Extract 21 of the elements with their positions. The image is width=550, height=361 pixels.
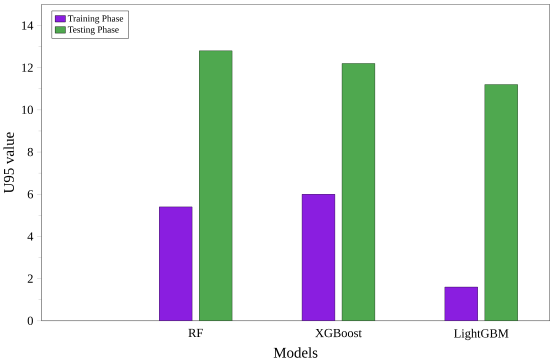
- y-tick-label: 8: [28, 148, 33, 156]
- y-axis-title: U95 value: [3, 132, 14, 194]
- bar: [342, 63, 376, 321]
- y-tick-label: 4: [27, 232, 34, 240]
- legend-label: Testing Phase: [68, 26, 119, 35]
- x-tick-label: XGBoost: [315, 328, 362, 338]
- bar: [444, 286, 478, 321]
- y-tick-label: 2: [28, 274, 33, 283]
- bar: [484, 84, 518, 321]
- bar: [159, 206, 192, 321]
- x-tick-label: LightGBM: [454, 328, 508, 340]
- bar: [302, 194, 336, 321]
- x-tick-label: RF: [188, 328, 203, 337]
- y-tick-label: 10: [22, 106, 33, 114]
- y-tick-label: 0: [28, 316, 33, 325]
- y-tick-label: 6: [28, 190, 34, 198]
- x-axis-title: Models: [274, 347, 318, 358]
- bar: [199, 50, 232, 321]
- y-tick-label: 14: [22, 21, 34, 30]
- y-tick-label: 12: [22, 63, 33, 72]
- legend-label: Training Phase: [68, 15, 124, 24]
